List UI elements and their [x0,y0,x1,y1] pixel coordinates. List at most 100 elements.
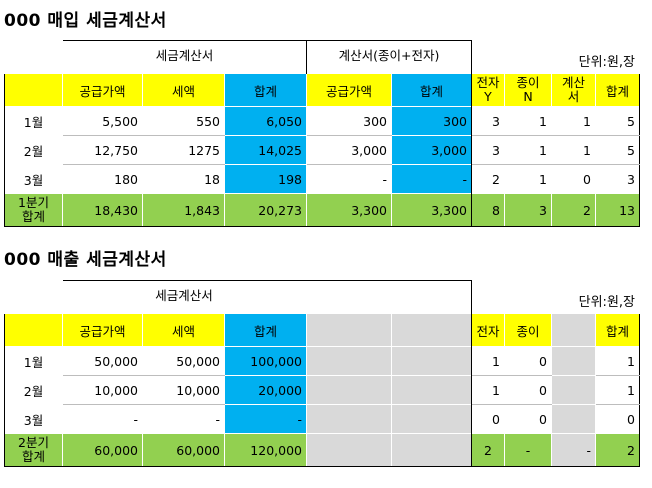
sales-group-tax-invoice: 세금계산서 [62,280,472,314]
purchase-cell: 3,000 [306,135,392,165]
purchase-cell: 5 [595,106,640,136]
sales-header-supply: 공급가액 [62,313,143,347]
purchase-cell: 2 [492,171,500,187]
purchase-cell: 3 [471,106,505,136]
sales-total-cell: 2 [471,433,505,467]
purchase-cell: - [391,164,472,194]
purchase-header-invoice-sum: 합계 [391,73,472,107]
sales-cell: 0 [504,404,552,434]
sales-cell: 20,000 [224,375,307,405]
sales-cell [391,404,472,434]
purchase-header-sum: 합계 [224,73,307,107]
sales-cell: 0 [504,375,552,405]
purchase-total-cell: 1,843 [142,193,225,227]
sales-row-label: 2월 [4,375,63,405]
purchase-cell: 550 [142,106,225,136]
sales-cell: - [224,404,307,434]
sales-header-empty [391,313,472,347]
sales-header-corner [4,313,63,347]
sales-header-paper: 종이 [504,313,552,347]
purchase-cell: 0 [551,164,596,194]
sales-total-cell: 60,000 [142,433,225,467]
purchase-cell: 198 [224,164,307,194]
purchase-row-label: 2월 [4,135,63,165]
purchase-total-cell: 3 [504,193,552,227]
sales-cell: 100,000 [224,346,307,376]
purchase-cell: 1 [504,106,552,136]
purchase-cell: 300 [391,106,472,136]
sales-cell [551,404,596,434]
sales-cell: 0 [492,411,500,427]
sales-table: 세금계산서 단위:원,장 공급가액 세액 합계 전자 종이 합계 1월 50,0… [4,280,640,467]
purchase-total-cell: 3,300 [306,193,392,227]
purchase-cell: 6,050 [224,106,307,136]
purchase-cell: 18 [204,171,220,187]
purchase-total-label: 1분기 합계 [4,193,63,227]
sales-row-label: 1월 [4,346,63,376]
sales-section-title: 000 매출 세금계산서 [4,250,167,270]
purchase-header-electronic: 전자 Y [471,73,505,107]
sales-total-cell: 2 [595,433,640,467]
sales-cell: 1 [471,375,505,405]
purchase-header-invoice-count: 계산 서 [551,73,596,107]
sales-total-cell: - [551,433,596,467]
sales-cell: 0 [504,346,552,376]
sales-cell [391,346,472,376]
sales-total-cell [391,433,472,467]
purchase-row-label: 3월 [4,164,63,194]
purchase-header-supply: 공급가액 [62,73,143,107]
purchase-unit-label: 단위:원,장 [578,55,635,70]
purchase-row-label: 1월 [4,106,63,136]
sales-total-cell: 120,000 [224,433,307,467]
sales-cell: 10,000 [142,375,225,405]
purchase-total-cell: 8 [471,193,505,227]
sales-unit-label: 단위:원,장 [578,295,635,310]
purchase-cell: 3,000 [391,135,472,165]
sales-cell [306,404,392,434]
purchase-header-invoice-supply: 공급가액 [306,73,392,107]
sales-header-empty [551,313,596,347]
purchase-cell: 1275 [142,135,225,165]
purchase-header-tax: 세액 [142,73,225,107]
purchase-cell: 12,750 [62,135,143,165]
sales-header-electronic: 전자 [471,313,505,347]
sales-header-sum: 합계 [224,313,307,347]
purchase-cell: 180 [62,164,143,194]
purchase-section-title: 000 매입 세금계산서 [4,11,167,31]
purchase-total-cell: 13 [595,193,640,227]
purchase-total-cell: 18,430 [62,193,143,227]
purchase-total-cell: 3,300 [391,193,472,227]
sales-cell: 50,000 [142,346,225,376]
sales-row-label: 3월 [4,404,63,434]
sales-cell: 1 [595,375,640,405]
sales-total-label: 2분기 합계 [4,433,63,467]
sales-cell: - [62,404,143,434]
purchase-cell: 5,500 [62,106,143,136]
purchase-group-tax-invoice: 세금계산서 [62,40,307,74]
purchase-cell: 1 [504,164,552,194]
sales-header-tax: 세액 [142,313,225,347]
sales-header-count-sum: 합계 [595,313,640,347]
sales-total-cell [306,433,392,467]
sales-cell [391,375,472,405]
purchase-header-corner [4,73,63,107]
sales-cell: 1 [595,346,640,376]
purchase-cell: 1 [551,135,596,165]
sales-cell: 50,000 [62,346,143,376]
purchase-header-count-sum: 합계 [595,73,640,107]
sales-cell: 0 [595,404,640,434]
purchase-cell: 3 [471,135,505,165]
sales-cell [306,375,392,405]
sales-total-cell: 60,000 [62,433,143,467]
purchase-cell: 14,025 [224,135,307,165]
purchase-cell: - [306,164,392,194]
purchase-total-cell: 2 [551,193,596,227]
purchase-cell: 300 [306,106,392,136]
sales-total-cell: - [504,433,552,467]
sales-cell [551,346,596,376]
sales-cell [551,375,596,405]
purchase-total-cell: 20,273 [224,193,307,227]
sales-cell: - [215,411,220,427]
purchase-group-invoice-all: 계산서(종이+전자) [306,40,472,74]
purchase-cell: 5 [595,135,640,165]
